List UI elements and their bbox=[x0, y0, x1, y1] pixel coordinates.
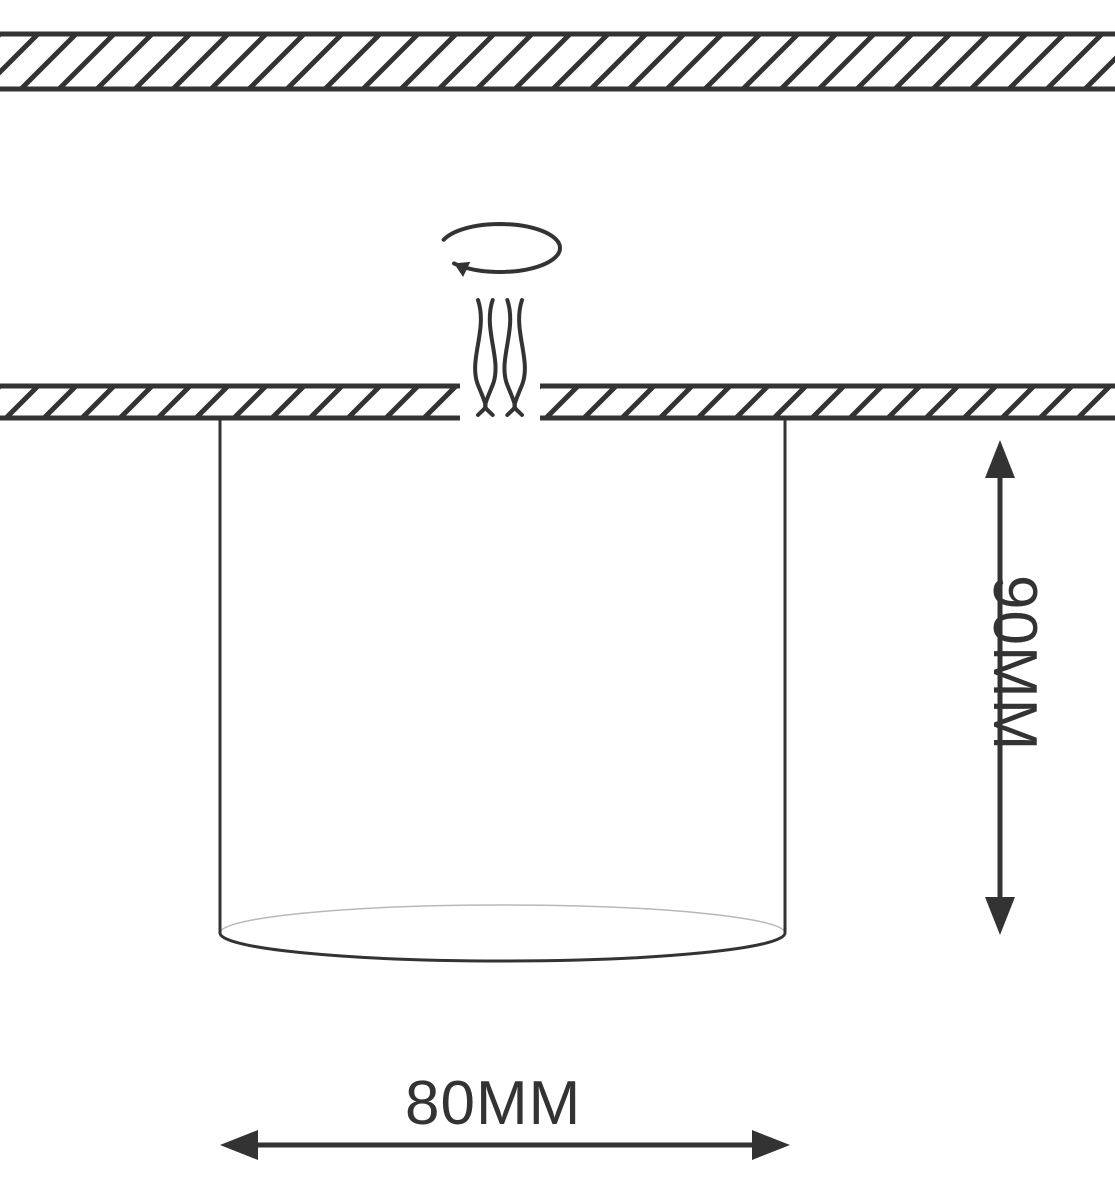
rotation-arrow-icon bbox=[444, 224, 560, 277]
drawing-svg bbox=[0, 0, 1115, 1200]
mounting-surface-hatch-left bbox=[0, 386, 460, 418]
ceiling-structure-hatch bbox=[0, 34, 1115, 89]
height-dimension-label: 90ММ bbox=[979, 575, 1050, 751]
mounting-surface-hatch-right bbox=[508, 386, 1115, 418]
technical-drawing: 80ММ 90ММ bbox=[0, 0, 1115, 1200]
width-dimension-label: 80ММ bbox=[405, 1068, 581, 1139]
wire-bundle bbox=[475, 300, 525, 415]
fixture-cylinder bbox=[220, 418, 785, 961]
